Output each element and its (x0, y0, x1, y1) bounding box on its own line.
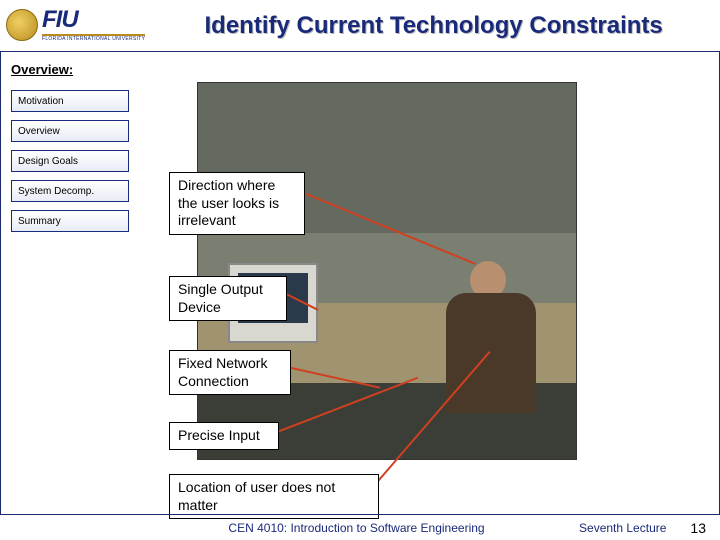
callout-2: Fixed NetworkConnection (169, 350, 291, 395)
header: FIU FLORIDA INTERNATIONAL UNIVERSITY Ide… (0, 0, 720, 52)
logo-text-wrap: FIU FLORIDA INTERNATIONAL UNIVERSITY (42, 9, 145, 42)
footer-course: CEN 4010: Introduction to Software Engin… (134, 521, 579, 535)
sidebar-item-label: Summary (18, 216, 61, 227)
section-label: Overview: (11, 62, 73, 77)
sidebar-item-label: Overview (18, 126, 60, 137)
logo: FIU FLORIDA INTERNATIONAL UNIVERSITY (6, 9, 153, 42)
logo-subtext: FLORIDA INTERNATIONAL UNIVERSITY (42, 36, 145, 42)
sidebar-item-overview[interactable]: Overview (11, 120, 129, 142)
sidebar-nav: Motivation Overview Design Goals System … (11, 90, 129, 232)
footer-right: Seventh Lecture 13 (579, 520, 706, 536)
university-seal-icon (6, 9, 38, 41)
footer: CEN 4010: Introduction to Software Engin… (0, 514, 720, 540)
logo-text: FIU (42, 9, 145, 36)
page-title: Identify Current Technology Constraints (153, 12, 714, 40)
sidebar-item-summary[interactable]: Summary (11, 210, 129, 232)
content-area: Overview: Motivation Overview Design Goa… (0, 52, 720, 514)
sidebar-item-design-goals[interactable]: Design Goals (11, 150, 129, 172)
office-photo (197, 82, 577, 460)
sidebar-item-label: Design Goals (18, 156, 78, 167)
callout-1: Single OutputDevice (169, 276, 287, 321)
page-number: 13 (690, 520, 706, 536)
callout-3: Precise Input (169, 422, 279, 450)
sidebar-item-label: Motivation (18, 96, 64, 107)
sidebar-item-system-decomp[interactable]: System Decomp. (11, 180, 129, 202)
callout-4: Location of user does notmatter (169, 474, 379, 519)
footer-lecture: Seventh Lecture (579, 521, 666, 535)
sidebar-item-motivation[interactable]: Motivation (11, 90, 129, 112)
callout-0: Direction wherethe user looks isirreleva… (169, 172, 305, 235)
sidebar-item-label: System Decomp. (18, 186, 94, 197)
person-body-icon (446, 293, 536, 413)
